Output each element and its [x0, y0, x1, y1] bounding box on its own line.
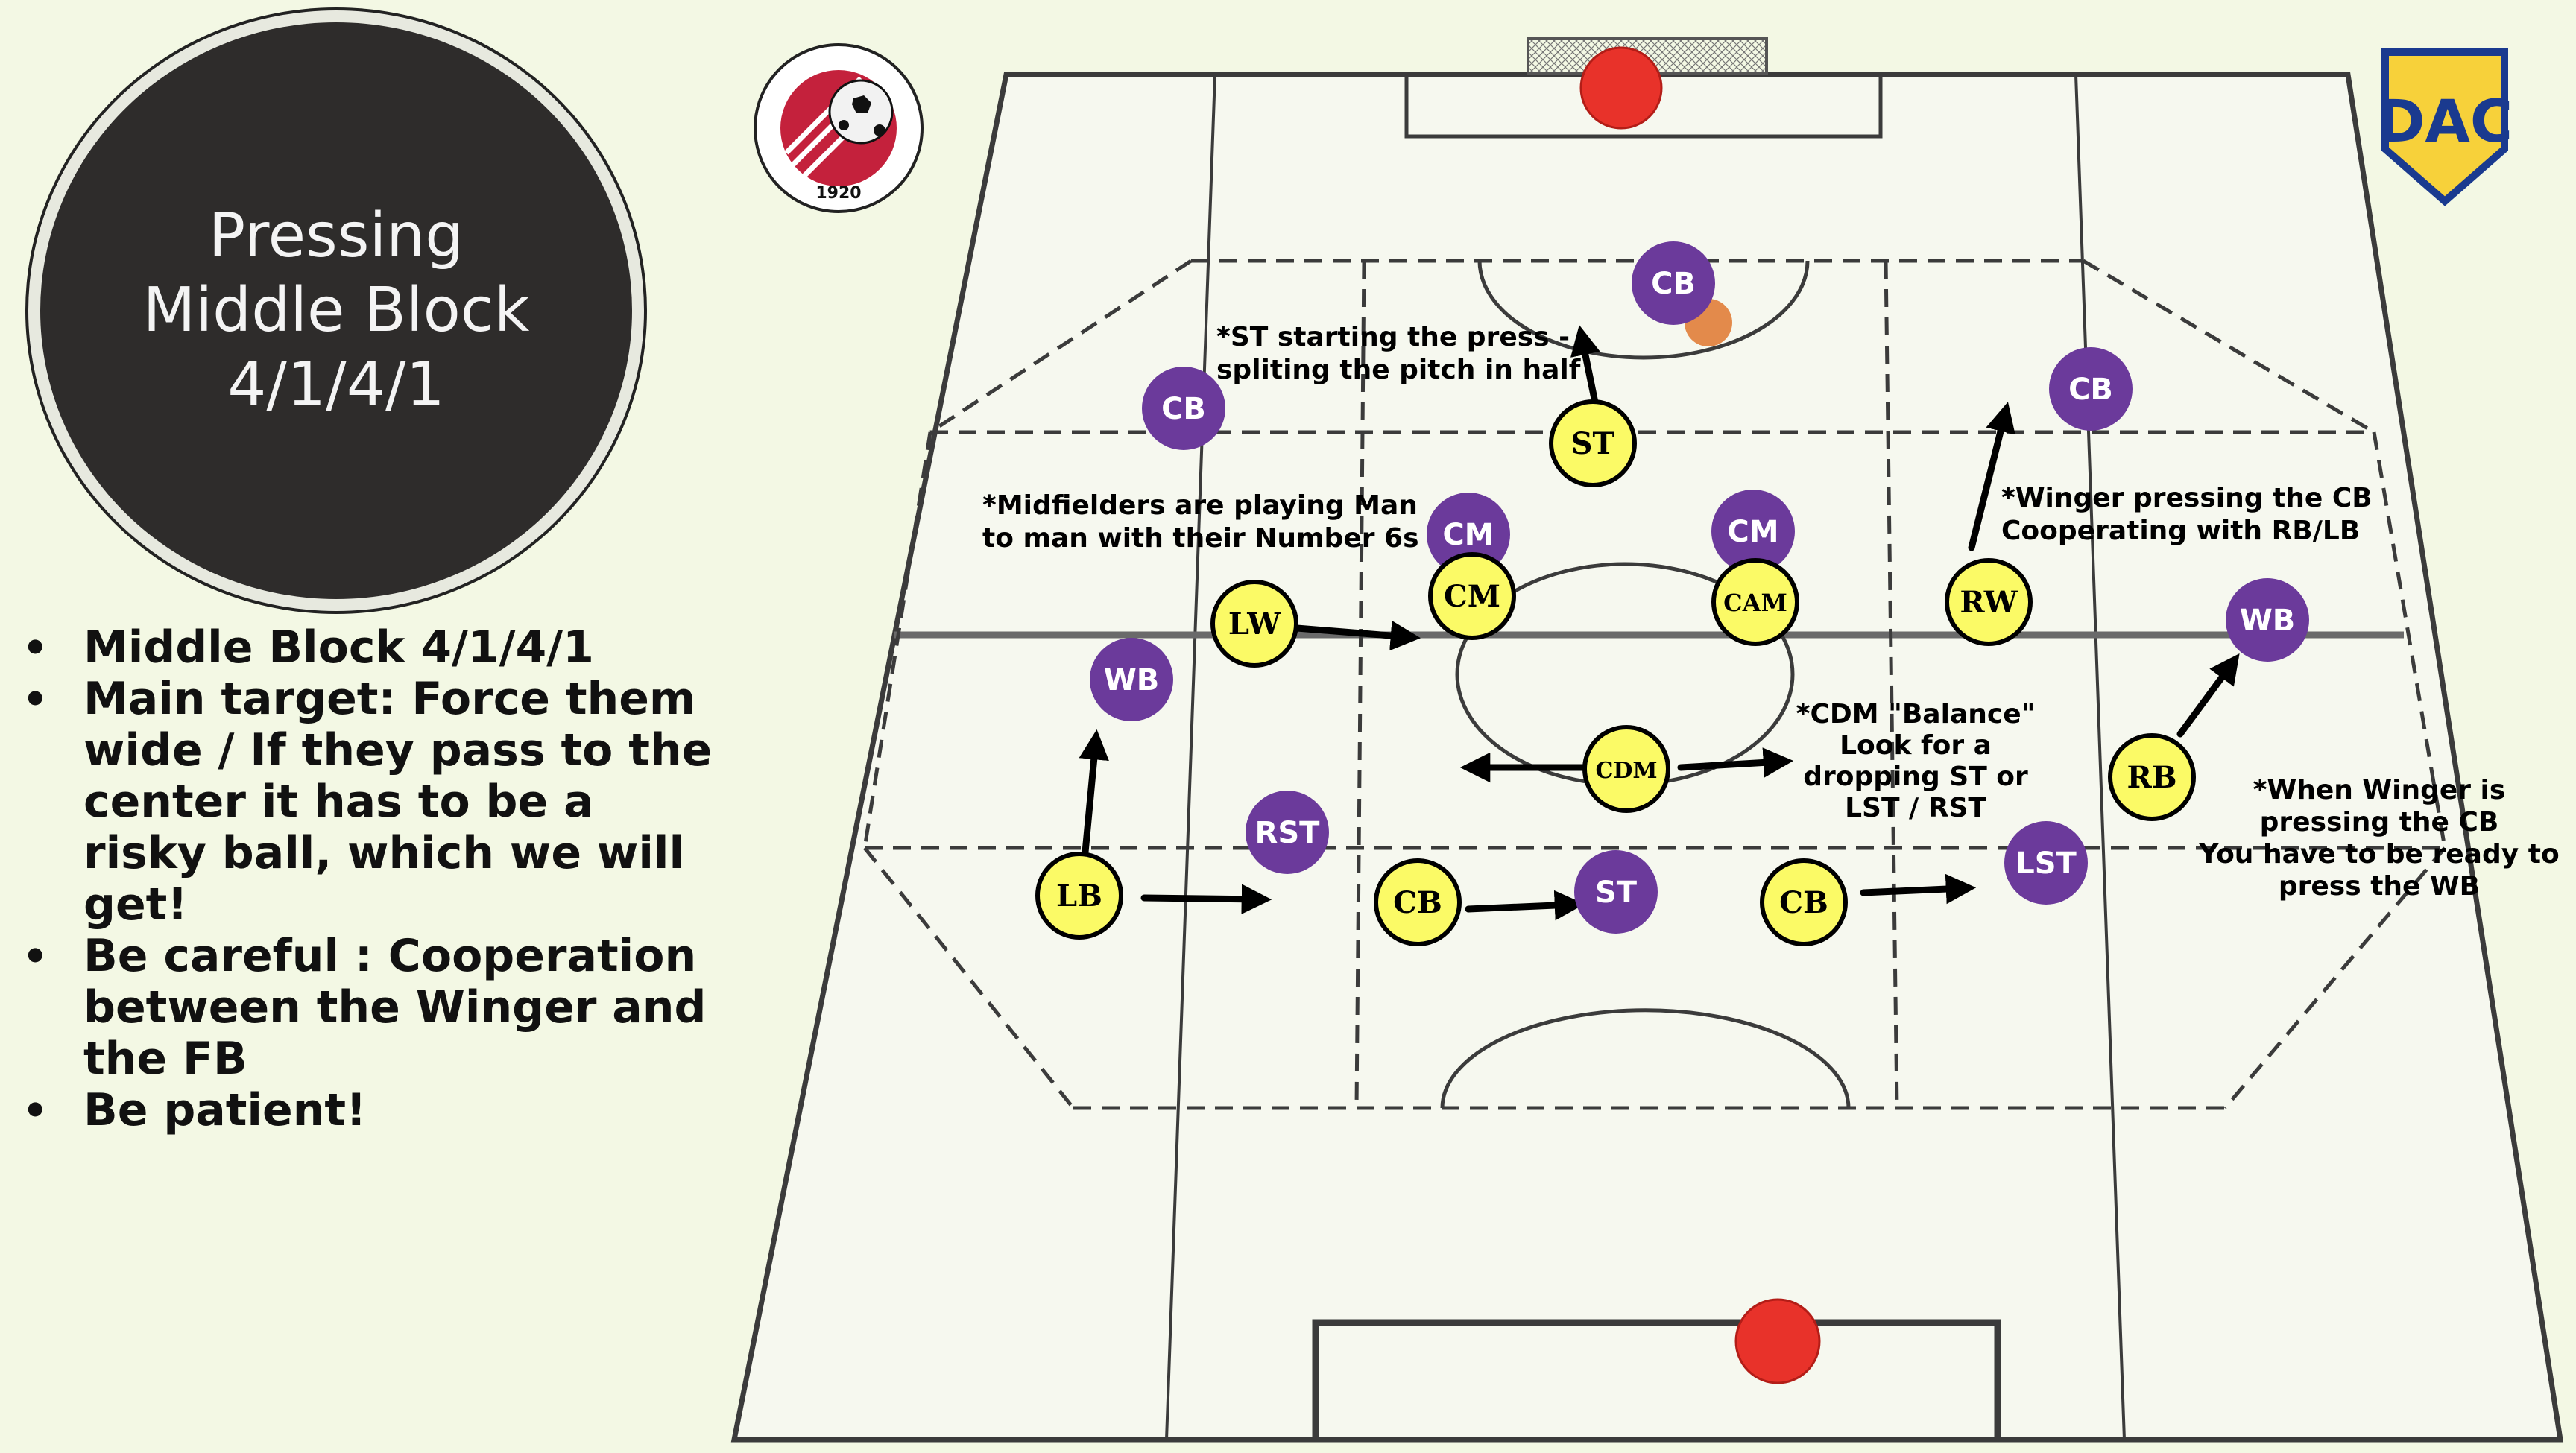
- svg-text:CM: CM: [1444, 579, 1500, 614]
- svg-text:CDM: CDM: [1595, 758, 1657, 784]
- svg-text:CM: CM: [1727, 515, 1778, 549]
- svg-text:CB: CB: [1779, 885, 1828, 920]
- player-purple-cb: CB: [1632, 241, 1715, 325]
- player-purple-wb: WB: [2226, 578, 2309, 662]
- bullet-item: Middle Block 4/1/4/1: [22, 622, 723, 674]
- purple-team: CB CB CB CM CM WB WB RST ST LST: [1090, 241, 2309, 934]
- svg-text:LB: LB: [1056, 879, 1102, 914]
- player-yellow-cam: CAM: [1711, 558, 1799, 646]
- player-yellow-cb: CB: [1374, 858, 1462, 946]
- player-yellow-lb: LB: [1035, 852, 1123, 940]
- bullet-item: Main target: Force them wide / If they p…: [22, 674, 723, 931]
- bullet-item: Be careful : Cooperation between the Win…: [22, 931, 723, 1085]
- svg-text:CB: CB: [1161, 392, 1206, 426]
- player-yellow-rw: RW: [1945, 558, 2033, 646]
- player-purple-cb: CB: [1142, 367, 1225, 450]
- svg-text:CM: CM: [1442, 518, 1494, 552]
- svg-text:CB: CB: [2068, 373, 2113, 407]
- note-st-press: *ST starting the press -spliting the pit…: [1216, 322, 1581, 385]
- title-line-2: Middle Block: [142, 275, 530, 346]
- svg-text:ST: ST: [1571, 426, 1615, 461]
- svg-text:ST: ST: [1595, 876, 1638, 910]
- player-yellow-st: ST: [1549, 399, 1637, 487]
- bullet-item: Be patient!: [22, 1085, 723, 1137]
- player-purple-st: ST: [1574, 850, 1658, 934]
- svg-text:CAM: CAM: [1723, 589, 1787, 617]
- player-purple-cm: CM: [1427, 493, 1510, 576]
- svg-text:RB: RB: [2127, 760, 2176, 795]
- home-club-logo: 1920: [754, 43, 924, 213]
- svg-text:1920: 1920: [815, 184, 861, 203]
- player-yellow-lw: LW: [1210, 580, 1298, 668]
- svg-text:RW: RW: [1960, 585, 2018, 620]
- ball-bottom: [1734, 1298, 1821, 1384]
- yellow-team: ST LW CM CAM RW CDM LB CB CB RB: [1035, 399, 2196, 946]
- player-purple-lst: LST: [2004, 821, 2088, 905]
- player-yellow-cm: CM: [1428, 552, 1516, 640]
- title-line-1: Pressing: [208, 200, 464, 271]
- ball-top: [1579, 46, 1663, 130]
- player-purple-wb: WB: [1090, 638, 1173, 721]
- svg-text:LW: LW: [1228, 607, 1281, 642]
- svg-text:LST: LST: [2015, 846, 2077, 881]
- movement-arrows: [1079, 325, 2240, 921]
- tactic-notes: *ST starting the press -spliting the pit…: [982, 322, 2560, 902]
- note-winger: *Winger pressing the CB Cooperating with …: [2001, 483, 2373, 546]
- player-purple-cb: CB: [2049, 347, 2133, 431]
- player-yellow-cb: CB: [1760, 858, 1848, 946]
- svg-text:WB: WB: [2240, 604, 2296, 638]
- bullet-list: Middle Block 4/1/4/1 Main target: Force …: [22, 622, 723, 1137]
- player-yellow-rb: RB: [2108, 733, 2196, 821]
- svg-text:RST: RST: [1255, 816, 1321, 850]
- note-when-winger: *When Winger is pressing the CB You have t…: [2198, 775, 2559, 902]
- player-yellow-cdm: CDM: [1582, 725, 1670, 813]
- svg-text:CB: CB: [1651, 267, 1696, 301]
- player-purple-cm: CM: [1711, 490, 1795, 573]
- svg-text:CB: CB: [1393, 885, 1442, 920]
- title-line-3: 4/1/4/1: [227, 349, 445, 420]
- note-cdm: *CDM "Balance" Look for a dropping ST or LS…: [1796, 699, 2036, 823]
- note-midfielders: *Midfielders are playing Man to man with …: [982, 490, 1419, 554]
- player-purple-rst: RST: [1246, 791, 1329, 874]
- svg-text:DAC: DAC: [2377, 89, 2513, 156]
- svg-text:WB: WB: [1104, 663, 1160, 697]
- away-club-logo: DAC: [2377, 48, 2513, 206]
